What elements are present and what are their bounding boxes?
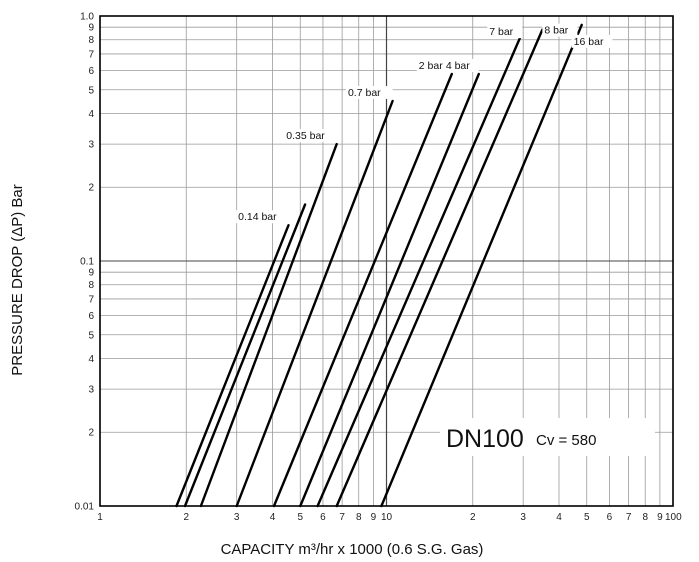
series-label: 0.14 bar (238, 211, 277, 223)
x-tick-labels: 1 2 3 4 5 6 7 8 9 10 2 3 4 5 6 7 8 9 100 (97, 512, 682, 523)
x-tick-label: 7 (339, 512, 345, 523)
y-tick-label: 4 (88, 109, 94, 120)
y-tick-label: 8 (88, 35, 94, 46)
y-tick-label: 4 (88, 354, 94, 365)
y-tick-label: 7 (88, 49, 94, 60)
y-tick-label: 1.0 (80, 12, 94, 23)
series-label: 0.35 bar (286, 130, 325, 142)
x-tick-label: 9 (657, 512, 663, 523)
chart-title-background (440, 418, 655, 456)
series-label: 2 bar (419, 60, 443, 72)
x-tick-label: 5 (297, 512, 303, 523)
y-tick-label: 6 (88, 66, 94, 77)
series-label-background (236, 210, 289, 224)
x-tick-label: 2 (183, 512, 189, 523)
x-axis-title: CAPACITY m³/hr x 1000 (0.6 S.G. Gas) (221, 541, 484, 558)
x-tick-label: 3 (520, 512, 526, 523)
y-tick-label: 0.1 (80, 257, 94, 268)
x-tick-label: 6 (607, 512, 613, 523)
series-line (316, 35, 522, 508)
y-tick-label: 9 (88, 268, 94, 279)
series-label: 0.7 bar (348, 87, 381, 99)
series-line (199, 142, 338, 508)
x-tick-label: 9 (371, 512, 377, 523)
y-tick-label: 3 (88, 140, 94, 151)
series-label: 8 bar (544, 25, 568, 37)
series-line (335, 28, 544, 508)
series-line (183, 203, 307, 508)
chart-title: DN100 (446, 425, 524, 453)
y-tick-label: 5 (88, 85, 94, 96)
series-label-background (487, 25, 523, 39)
y-tick-label: 2 (88, 428, 94, 439)
series-line (299, 72, 480, 508)
series-label-background (284, 129, 337, 143)
x-tick-label: 4 (270, 512, 276, 523)
y-tick-label: 8 (88, 280, 94, 291)
y-tick-label: 9 (88, 23, 94, 34)
y-tick-label: 5 (88, 330, 94, 341)
x-tick-label: 8 (356, 512, 362, 523)
chart-subtitle: Cv = 580 (536, 432, 596, 449)
x-tick-label: 3 (234, 512, 240, 523)
plot-frame (99, 15, 674, 507)
series-label: 7 bar (489, 26, 513, 38)
x-tick-label: 100 (665, 512, 682, 523)
x-tick-label: 6 (320, 512, 326, 523)
y-tick-label: 2 (88, 183, 94, 194)
y-tick-label: 6 (88, 311, 94, 322)
series-label-background (443, 58, 479, 72)
series-label: 4 bar (446, 60, 470, 72)
series-labels: 0.14 bar 0.35 bar 0.7 bar 2 bar 4 bar 7 bar 8 … (236, 23, 613, 224)
x-tick-label: 5 (584, 512, 590, 523)
series-line (175, 223, 290, 508)
y-tick-label: 7 (88, 294, 94, 305)
series-label-background (542, 23, 578, 37)
x-tick-label: 1 (97, 512, 103, 523)
series-label-background (416, 58, 452, 72)
x-tick-label: 4 (556, 512, 562, 523)
series-layer (175, 23, 583, 508)
series-line (380, 23, 583, 508)
series-label: 16 bar (574, 36, 604, 48)
x-tick-label: 2 (470, 512, 476, 523)
x-tick-label: 7 (626, 512, 632, 523)
series-label-background (345, 85, 393, 99)
series-line (235, 99, 394, 508)
series-label-background (571, 34, 613, 48)
x-tick-label: 10 (381, 512, 393, 523)
series-line (272, 72, 453, 508)
y-axis-title: PRESSURE DROP (ΔP) Bar (9, 184, 26, 375)
x-tick-label: 8 (642, 512, 648, 523)
y-tick-label: 3 (88, 385, 94, 396)
y-tick-label: 0.01 (75, 502, 95, 513)
